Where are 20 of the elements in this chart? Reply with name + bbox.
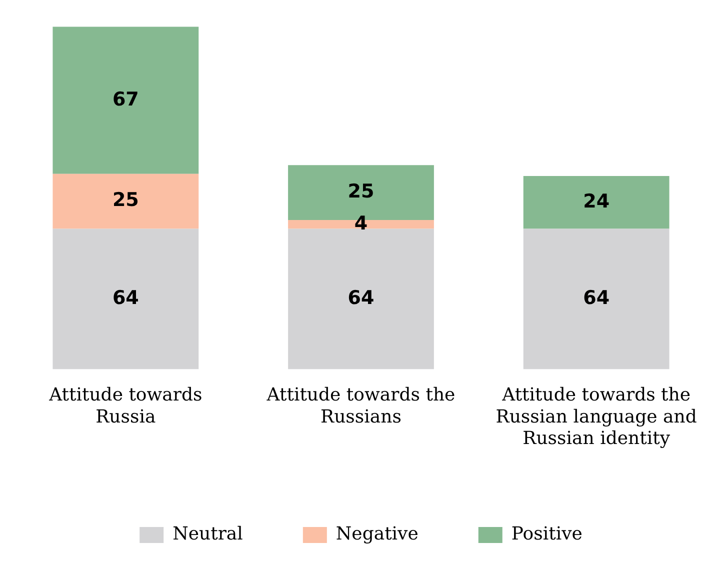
legend-label: Neutral [172,524,244,545]
data-label: 25 [348,180,374,202]
data-label: 24 [583,190,610,212]
legend-label: Negative [336,524,418,545]
bar [523,176,670,229]
bar [52,174,199,229]
data-label: 25 [112,189,139,212]
data-label: 4 [354,212,368,234]
x-tick-label: Attitude towards the Russian language and Russian identity [496,384,697,449]
bar [523,228,670,370]
x-tick-label: Attitude towards the Russians [266,384,456,428]
bar [52,26,199,174]
x-tick-label: Attitude towards Russia [48,384,202,428]
data-label: 64 [112,286,139,309]
data-label: 64 [583,286,610,309]
bar [288,228,434,370]
data-label: 64 [348,286,374,309]
bar [52,228,199,370]
legend-label: Positive [511,524,582,545]
data-label: 67 [112,88,139,110]
